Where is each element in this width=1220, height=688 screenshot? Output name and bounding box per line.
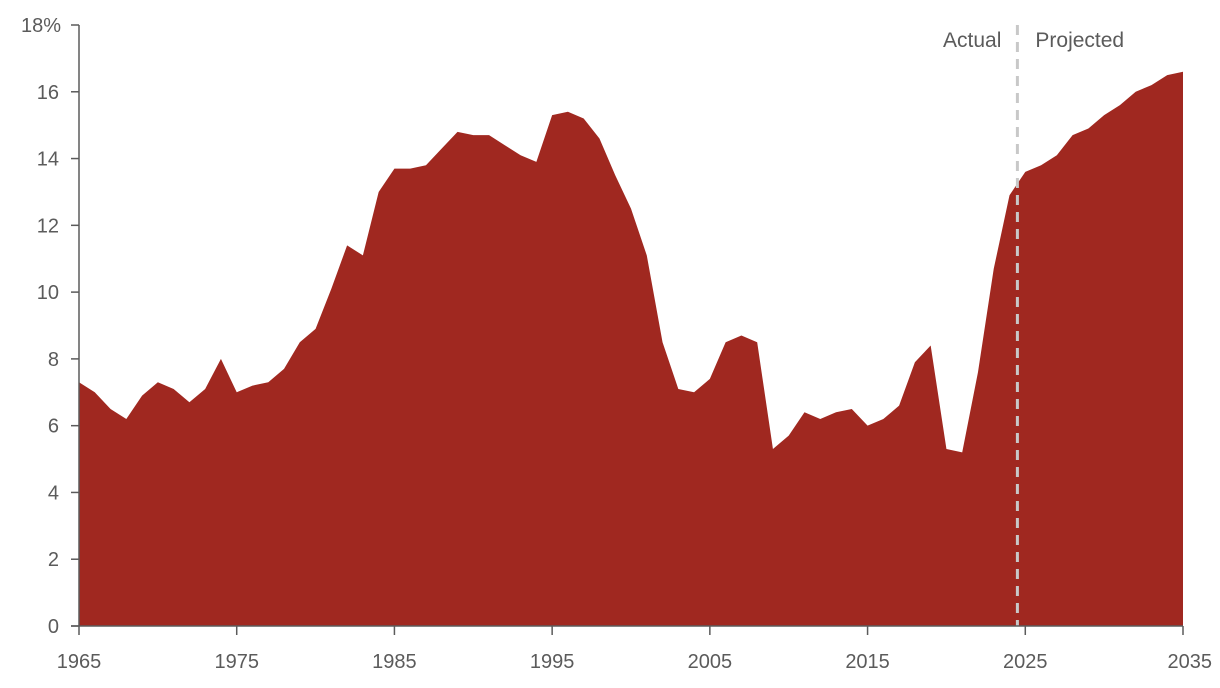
x-tick-label: 2035 (1168, 651, 1213, 673)
y-tick-label: 4 (48, 482, 59, 504)
x-tick-label: 2025 (1003, 651, 1048, 673)
y-tick-label: 12 (37, 215, 59, 237)
actual-label: Actual (943, 29, 1001, 52)
y-tick-label: 2 (48, 549, 59, 571)
x-tick-label: 1965 (57, 651, 102, 673)
y-tick-label: 8 (48, 349, 59, 371)
y-tick-label: 6 (48, 416, 59, 438)
y-tick-label: 0 (48, 616, 59, 638)
x-tick-label: 2015 (845, 651, 890, 673)
y-tick-label: 18% (21, 15, 61, 37)
x-axis-ticks: 1965 1975 1985 1995 2005 2015 2025 2035 (57, 626, 1212, 673)
y-tick-label: 14 (37, 149, 59, 171)
x-tick-label: 2005 (688, 651, 733, 673)
area-series (79, 71, 1183, 627)
y-tick-label: 10 (37, 282, 59, 304)
x-tick-label: 1975 (214, 651, 259, 673)
plot-area (79, 71, 1183, 627)
projected-label: Projected (1035, 29, 1124, 52)
y-tick-label: 16 (37, 82, 59, 104)
y-axis-ticks: 0 2 4 6 8 10 12 14 16 18% (21, 15, 79, 638)
x-tick-label: 1985 (372, 651, 417, 673)
x-tick-label: 1995 (530, 651, 575, 673)
axes (71, 25, 1183, 627)
